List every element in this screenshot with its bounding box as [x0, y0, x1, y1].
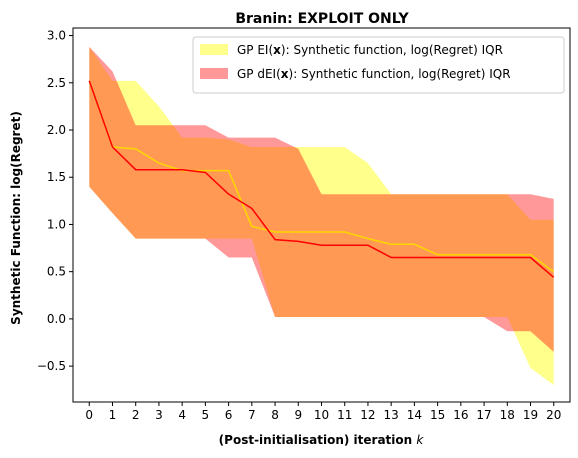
legend-swatch-series-0	[200, 44, 228, 55]
y-tick-label: 0.5	[47, 265, 66, 279]
x-tick-label: 15	[430, 408, 445, 422]
x-tick-label: 16	[453, 408, 468, 422]
x-tick-label: 3	[155, 408, 163, 422]
legend-swatch-series-1	[200, 68, 228, 79]
x-axis-label-text: (Post-initialisation) iteration	[219, 433, 417, 447]
legend-label-prefix: GP EI(	[237, 43, 273, 57]
legend-label-variable: x	[281, 67, 289, 81]
legend-label-series-1: GP dEI(x): Synthetic function, log(Regre…	[237, 67, 511, 81]
x-tick-label: 7	[248, 408, 256, 422]
x-tick-label: 4	[178, 408, 186, 422]
legend-label-suffix: ): Synthetic function, log(Regret) IQR	[289, 67, 511, 81]
iqr-band-series-0	[89, 46, 554, 386]
legend-label-series-0: GP EI(x): Synthetic function, log(Regret…	[237, 43, 503, 57]
y-tick-label: 2.5	[47, 76, 66, 90]
y-tick-label: 0.0	[47, 312, 66, 326]
x-tick-label: 5	[202, 408, 210, 422]
x-axis-ticks: 0 1 2 3 4 5 6 7 8 9 10 11 12 13 14 15 16 17 18 19 20	[85, 402, 561, 422]
y-tick-label: 3.0	[47, 29, 66, 43]
x-tick-label: 1	[109, 408, 117, 422]
x-tick-label: 17	[476, 408, 491, 422]
y-axis-ticks: −0.5 0.0 0.5 1.0 1.5 2.0 2.5 3.0	[37, 29, 73, 373]
x-tick-label: 2	[132, 408, 140, 422]
x-tick-label: 11	[337, 408, 352, 422]
median-line-series-1	[88, 80, 555, 278]
iqr-band-series-1	[89, 46, 554, 352]
x-tick-label: 12	[360, 408, 375, 422]
legend-label-suffix: ): Synthetic function, log(Regret) IQR	[281, 43, 503, 57]
x-tick-label: 18	[500, 408, 515, 422]
chart-title: Branin: EXPLOIT ONLY	[235, 11, 409, 27]
y-tick-label: 1.5	[47, 170, 66, 184]
x-tick-label: 10	[314, 408, 329, 422]
legend-label-variable: x	[273, 43, 281, 57]
legend: GP EI(x): Synthetic function, log(Regret…	[192, 36, 565, 94]
x-tick-label: 0	[85, 408, 93, 422]
y-axis-label: Synthetic Function: log(Regret)	[9, 111, 23, 325]
plot-frame	[72, 27, 571, 403]
x-tick-label: 6	[225, 408, 233, 422]
x-tick-label: 9	[294, 408, 302, 422]
legend-label-prefix: GP dEI(	[237, 67, 281, 81]
y-tick-label: 1.0	[47, 217, 66, 231]
x-axis-label: (Post-initialisation) iteration k	[219, 433, 425, 447]
x-tick-label: 14	[407, 408, 422, 422]
legend-box	[192, 36, 565, 94]
y-tick-label: −0.5	[37, 359, 66, 373]
median-lines	[88, 80, 555, 278]
x-tick-label: 8	[271, 408, 279, 422]
y-tick-label: 2.0	[47, 123, 66, 137]
x-tick-label: 20	[546, 408, 561, 422]
x-tick-label: 19	[523, 408, 538, 422]
x-tick-label: 13	[384, 408, 399, 422]
iqr-bands	[89, 46, 554, 386]
median-line-series-0	[88, 80, 555, 273]
x-axis-label-variable: k	[416, 433, 424, 447]
